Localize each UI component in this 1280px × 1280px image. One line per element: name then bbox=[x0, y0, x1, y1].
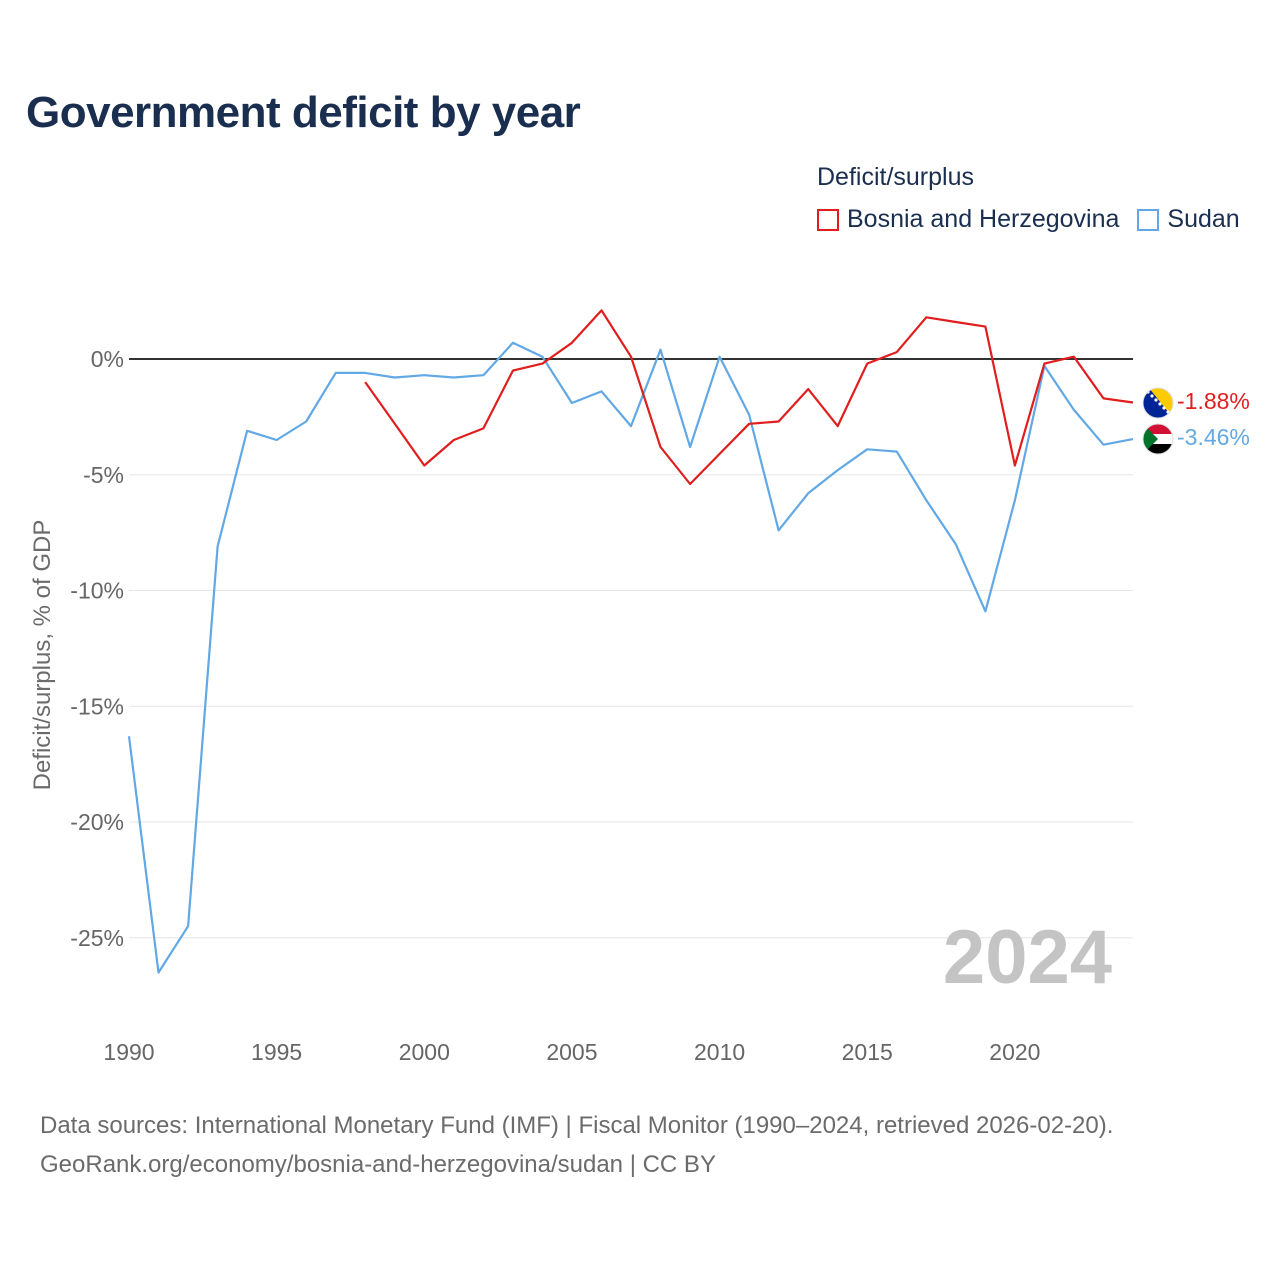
x-tick-label: 2005 bbox=[546, 1039, 597, 1065]
series-line-sudan[interactable] bbox=[127, 341, 1134, 974]
y-axis-title: Deficit/surplus, % of GDP bbox=[29, 520, 56, 791]
x-tick-label: 2010 bbox=[694, 1039, 745, 1065]
y-tick-label: 0% bbox=[91, 346, 124, 372]
year-watermark: 2024 bbox=[943, 915, 1112, 1000]
legend-swatch-bosnia bbox=[817, 208, 839, 231]
source-line-2[interactable]: GeoRank.org/economy/bosnia-and-herzegovi… bbox=[40, 1151, 716, 1178]
x-tick-label: 1990 bbox=[103, 1039, 154, 1065]
y-tick-label: -5% bbox=[83, 462, 124, 488]
legend-title: Deficit/surplus bbox=[817, 163, 974, 191]
x-tick-label: 2000 bbox=[399, 1039, 450, 1065]
y-tick-label: -25% bbox=[70, 925, 124, 951]
chart-title: Government deficit by year bbox=[26, 88, 581, 137]
sudan-flag-icon bbox=[1143, 424, 1173, 454]
source-note: Data sources: International Monetary Fun… bbox=[40, 1106, 1113, 1184]
legend: Bosnia and Herzegovina Sudan bbox=[817, 205, 1258, 234]
legend-item-sudan[interactable]: Sudan bbox=[1137, 205, 1240, 234]
end-label-sudan: -3.46% bbox=[1177, 424, 1250, 450]
legend-label-sudan: Sudan bbox=[1167, 205, 1240, 233]
legend-swatch-sudan bbox=[1137, 208, 1160, 231]
y-tick-label: -20% bbox=[70, 809, 124, 835]
legend-item-bosnia[interactable]: Bosnia and Herzegovina bbox=[817, 205, 1119, 234]
legend-label-bosnia: Bosnia and Herzegovina bbox=[847, 205, 1120, 233]
x-tick-label: 1995 bbox=[251, 1039, 302, 1065]
x-tick-label: 2015 bbox=[842, 1039, 893, 1065]
y-tick-label: -10% bbox=[70, 578, 124, 604]
y-tick-label: -15% bbox=[70, 693, 124, 719]
source-line-1: Data sources: International Monetary Fun… bbox=[40, 1112, 1114, 1139]
bosnia-flag-border bbox=[1142, 387, 1174, 419]
series-line-bosnia[interactable] bbox=[364, 309, 1134, 486]
sudan-flag-border bbox=[1142, 423, 1174, 455]
x-tick-label: 2020 bbox=[989, 1039, 1040, 1065]
bosnia-and-herzegovina-flag-icon bbox=[1143, 388, 1173, 418]
end-label-bosnia: -1.88% bbox=[1177, 388, 1250, 414]
